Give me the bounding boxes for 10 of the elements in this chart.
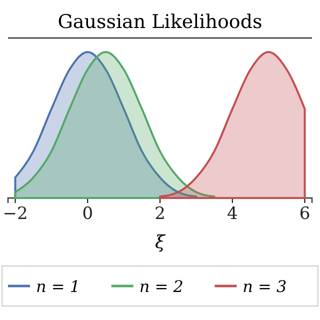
x-axis-title: ξ <box>155 232 166 253</box>
x-tick-label: −2 <box>2 204 28 224</box>
legend-label: n = 3 <box>242 277 287 296</box>
chart-title: Gaussian Likelihoods <box>58 11 262 33</box>
x-tick-label: 6 <box>299 204 310 224</box>
legend-label: n = 1 <box>36 277 80 296</box>
legend-label: n = 2 <box>139 277 184 296</box>
x-tick-label: 0 <box>82 204 94 224</box>
x-tick-label: 4 <box>226 204 238 224</box>
x-tick-label: 2 <box>154 204 166 224</box>
